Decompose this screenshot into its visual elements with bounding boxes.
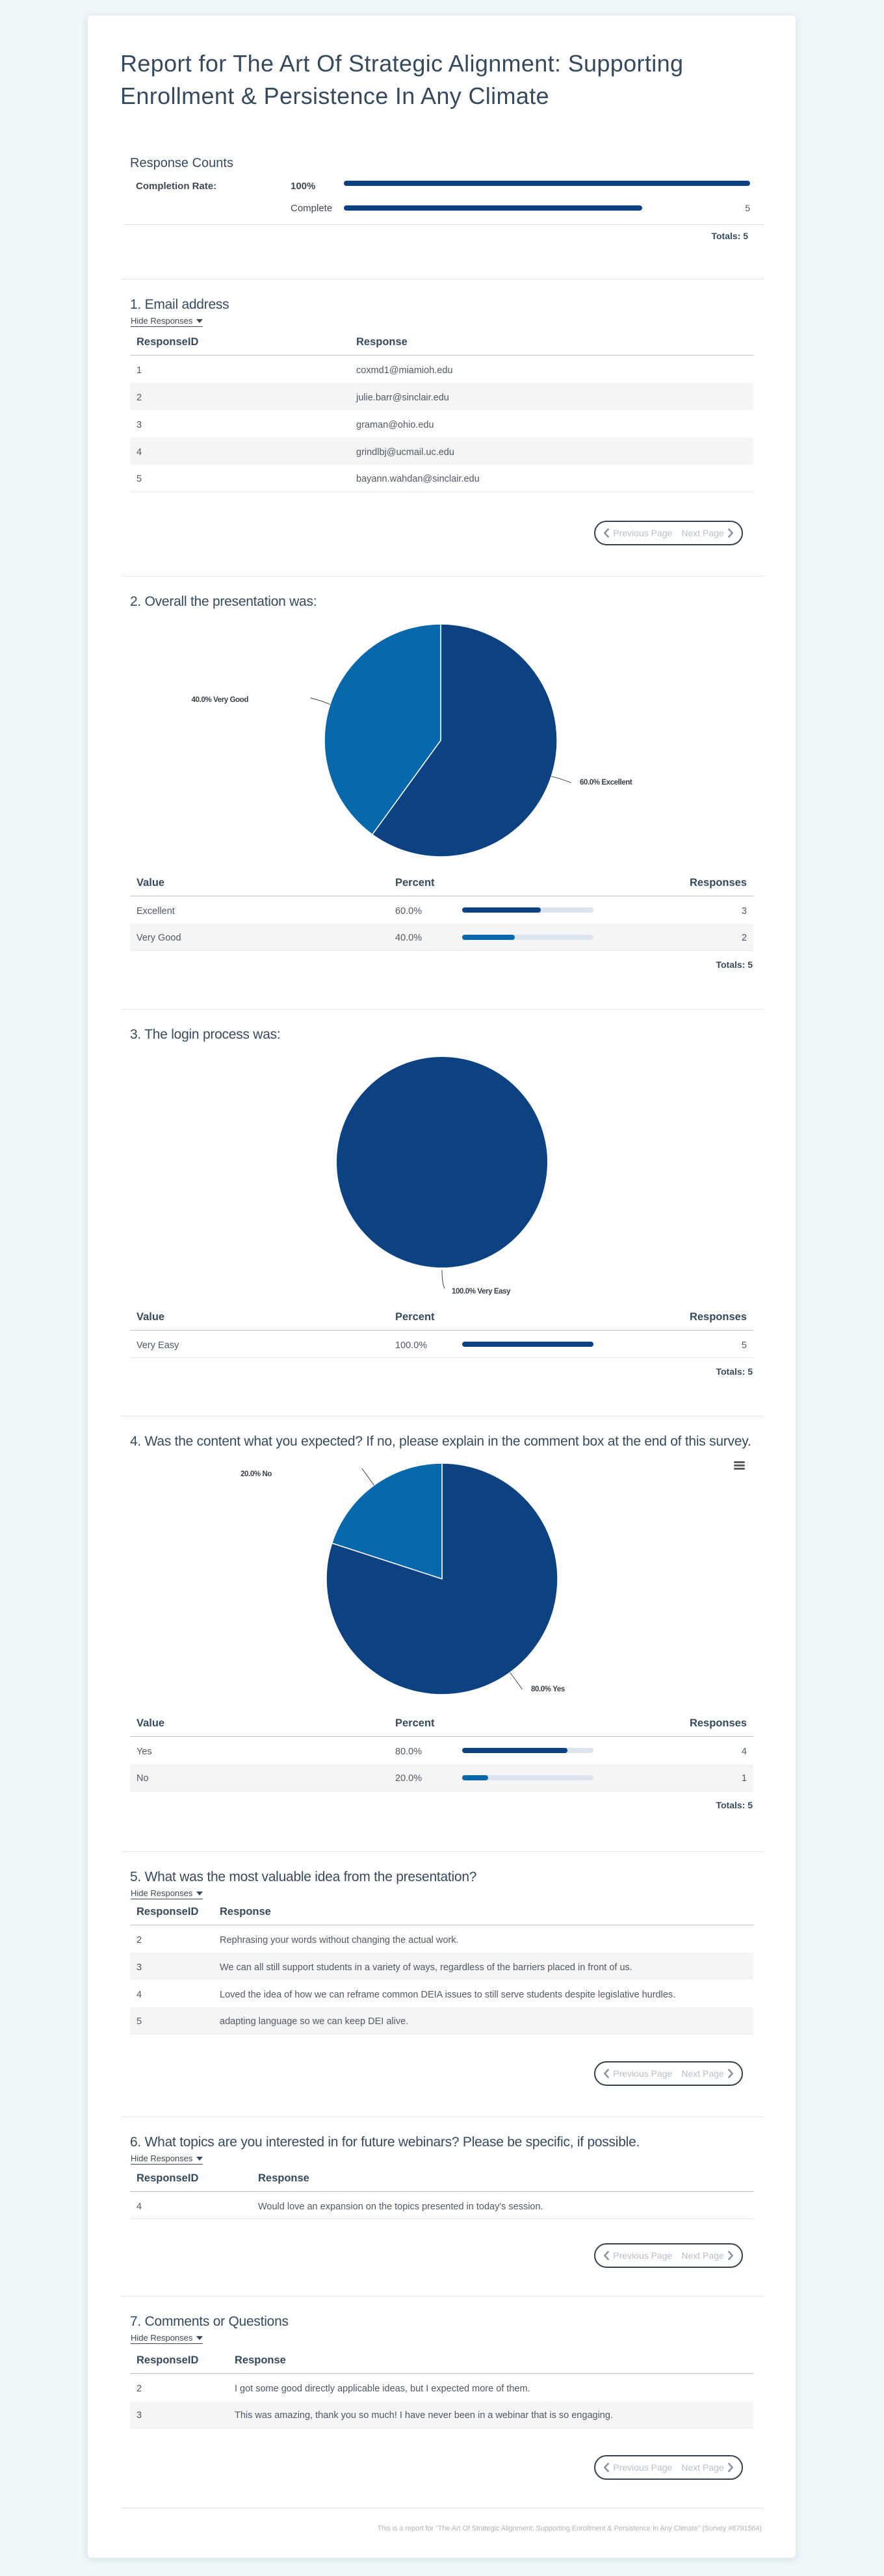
svg-text:40.0% Very Good: 40.0% Very Good [192,696,249,704]
svg-text:100.0% Very Easy: 100.0% Very Easy [452,1288,511,1295]
svg-text:80.0% Yes: 80.0% Yes [531,1685,565,1693]
svg-text:20.0% No: 20.0% No [240,1470,272,1478]
svg-text:60.0% Excellent: 60.0% Excellent [580,779,632,787]
